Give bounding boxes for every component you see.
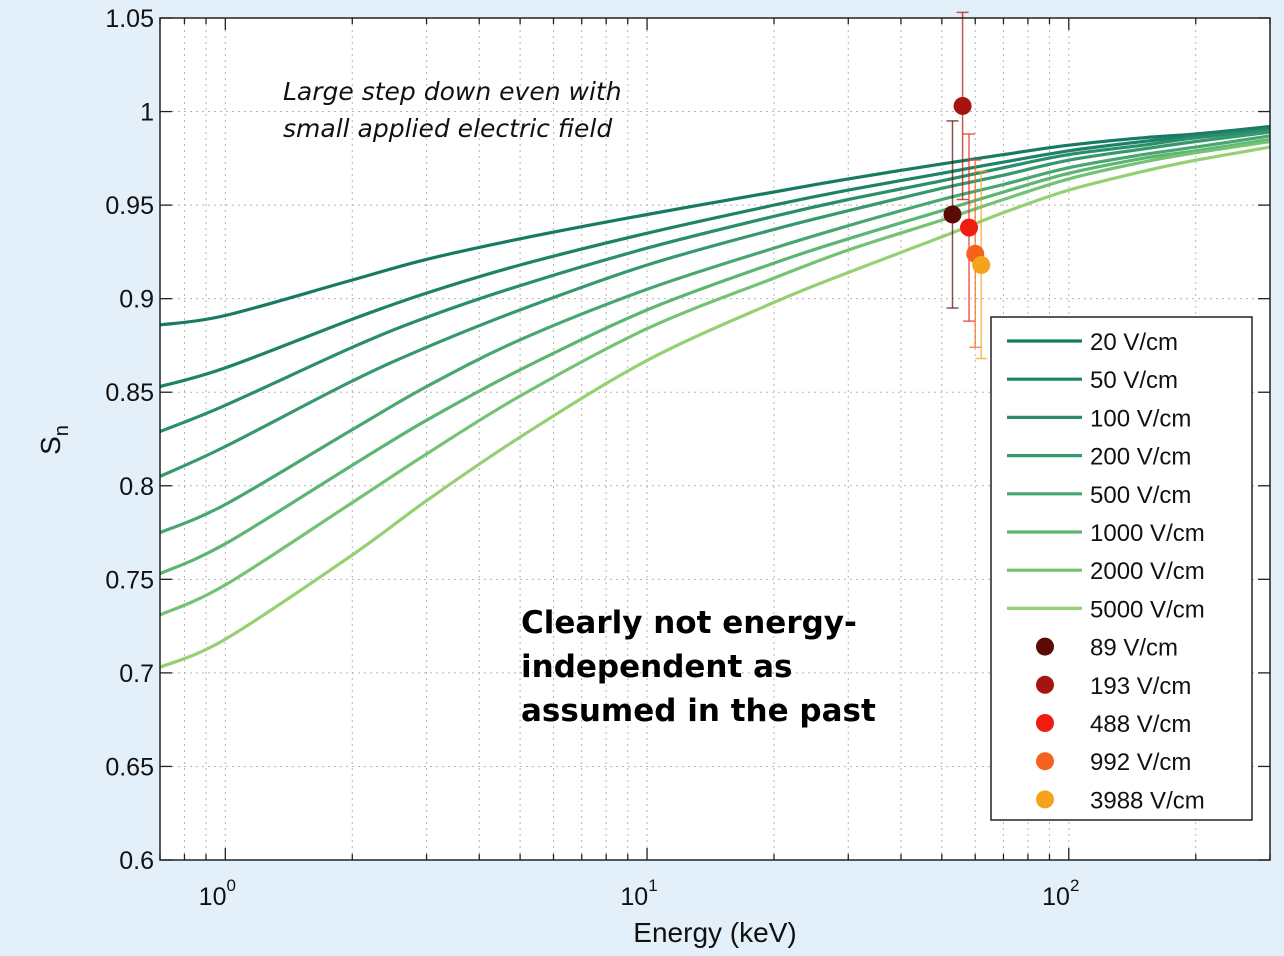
y-tick-label: 0.85 bbox=[105, 379, 154, 407]
annotation-bold-line: Clearly not energy- bbox=[521, 605, 857, 641]
y-axis-label: Sn bbox=[35, 425, 73, 455]
legend-label: 5000 V/cm bbox=[1090, 596, 1205, 623]
annotation-bold-line: assumed in the past bbox=[521, 693, 876, 729]
legend-label: 89 V/cm bbox=[1090, 635, 1178, 662]
series-line bbox=[159, 124, 1271, 327]
x-tick-label: 100 bbox=[199, 876, 236, 911]
x-tick-label: 102 bbox=[1042, 876, 1079, 911]
series-line bbox=[159, 138, 1271, 576]
legend: 20 V/cm 50 V/cm 100 V/cm 200 V/cm 500 V/cm 10… bbox=[990, 316, 1253, 821]
legend-label: 992 V/cm bbox=[1090, 749, 1191, 776]
legend-label: 50 V/cm bbox=[1090, 367, 1178, 394]
annotation-bold-line: independent as bbox=[521, 649, 792, 685]
data-point bbox=[960, 218, 979, 237]
legend-label: 200 V/cm bbox=[1090, 444, 1191, 471]
x-tick-label: 101 bbox=[620, 876, 657, 911]
series-line bbox=[159, 145, 1271, 669]
legend-box bbox=[990, 316, 1253, 821]
data-point bbox=[943, 205, 962, 224]
y-tick-label: 0.8 bbox=[119, 473, 154, 501]
x-tick-base: 10 bbox=[199, 883, 227, 911]
data-point bbox=[953, 96, 972, 115]
x-tick-base: 10 bbox=[1042, 883, 1070, 911]
legend-label: 2000 V/cm bbox=[1090, 558, 1205, 585]
legend-marker bbox=[1036, 714, 1054, 732]
annotation-italic-line: small applied electric field bbox=[283, 114, 612, 143]
series-line bbox=[159, 128, 1271, 433]
curves bbox=[159, 124, 1271, 669]
data-points bbox=[943, 11, 991, 360]
data-point bbox=[972, 255, 991, 274]
x-tick-exponent: 1 bbox=[648, 876, 657, 895]
y-tick-label: 1 bbox=[140, 99, 154, 127]
x-tick-exponent: 0 bbox=[226, 876, 235, 895]
legend-label: 3988 V/cm bbox=[1090, 787, 1205, 814]
legend-marker bbox=[1036, 675, 1054, 694]
y-tick-label: 0.6 bbox=[119, 847, 154, 875]
y-axis-label-main: S bbox=[35, 436, 66, 455]
y-axis-label-sub: n bbox=[51, 425, 73, 436]
x-axis-label: Energy (keV) bbox=[633, 917, 796, 948]
series-line bbox=[159, 139, 1271, 617]
legend-label: 100 V/cm bbox=[1090, 405, 1191, 432]
legend-label: 1000 V/cm bbox=[1090, 520, 1205, 547]
x-tick-base: 10 bbox=[620, 883, 648, 911]
legend-marker bbox=[1036, 637, 1054, 656]
legend-marker bbox=[1036, 752, 1054, 771]
y-tick-label: 0.95 bbox=[105, 192, 154, 220]
y-tick-label: 0.65 bbox=[105, 753, 154, 781]
y-tick-label: 1.05 bbox=[105, 5, 154, 33]
legend-label: 500 V/cm bbox=[1090, 482, 1191, 509]
legend-label: 20 V/cm bbox=[1090, 329, 1178, 356]
y-tick-label: 0.9 bbox=[119, 286, 154, 314]
series-line bbox=[159, 134, 1271, 535]
legend-marker bbox=[1036, 790, 1054, 809]
annotations: Large step down even with small applied e… bbox=[283, 77, 876, 729]
x-tick-exponent: 2 bbox=[1070, 876, 1079, 895]
legend-label: 193 V/cm bbox=[1090, 673, 1191, 700]
annotation-italic-line: Large step down even with bbox=[283, 77, 622, 106]
series-line bbox=[159, 130, 1271, 478]
y-tick-label: 0.75 bbox=[105, 566, 154, 594]
y-tick-label: 0.7 bbox=[119, 660, 154, 688]
series-line bbox=[159, 126, 1271, 389]
plot-frame bbox=[159, 17, 1271, 861]
legend-label: 488 V/cm bbox=[1090, 711, 1191, 738]
